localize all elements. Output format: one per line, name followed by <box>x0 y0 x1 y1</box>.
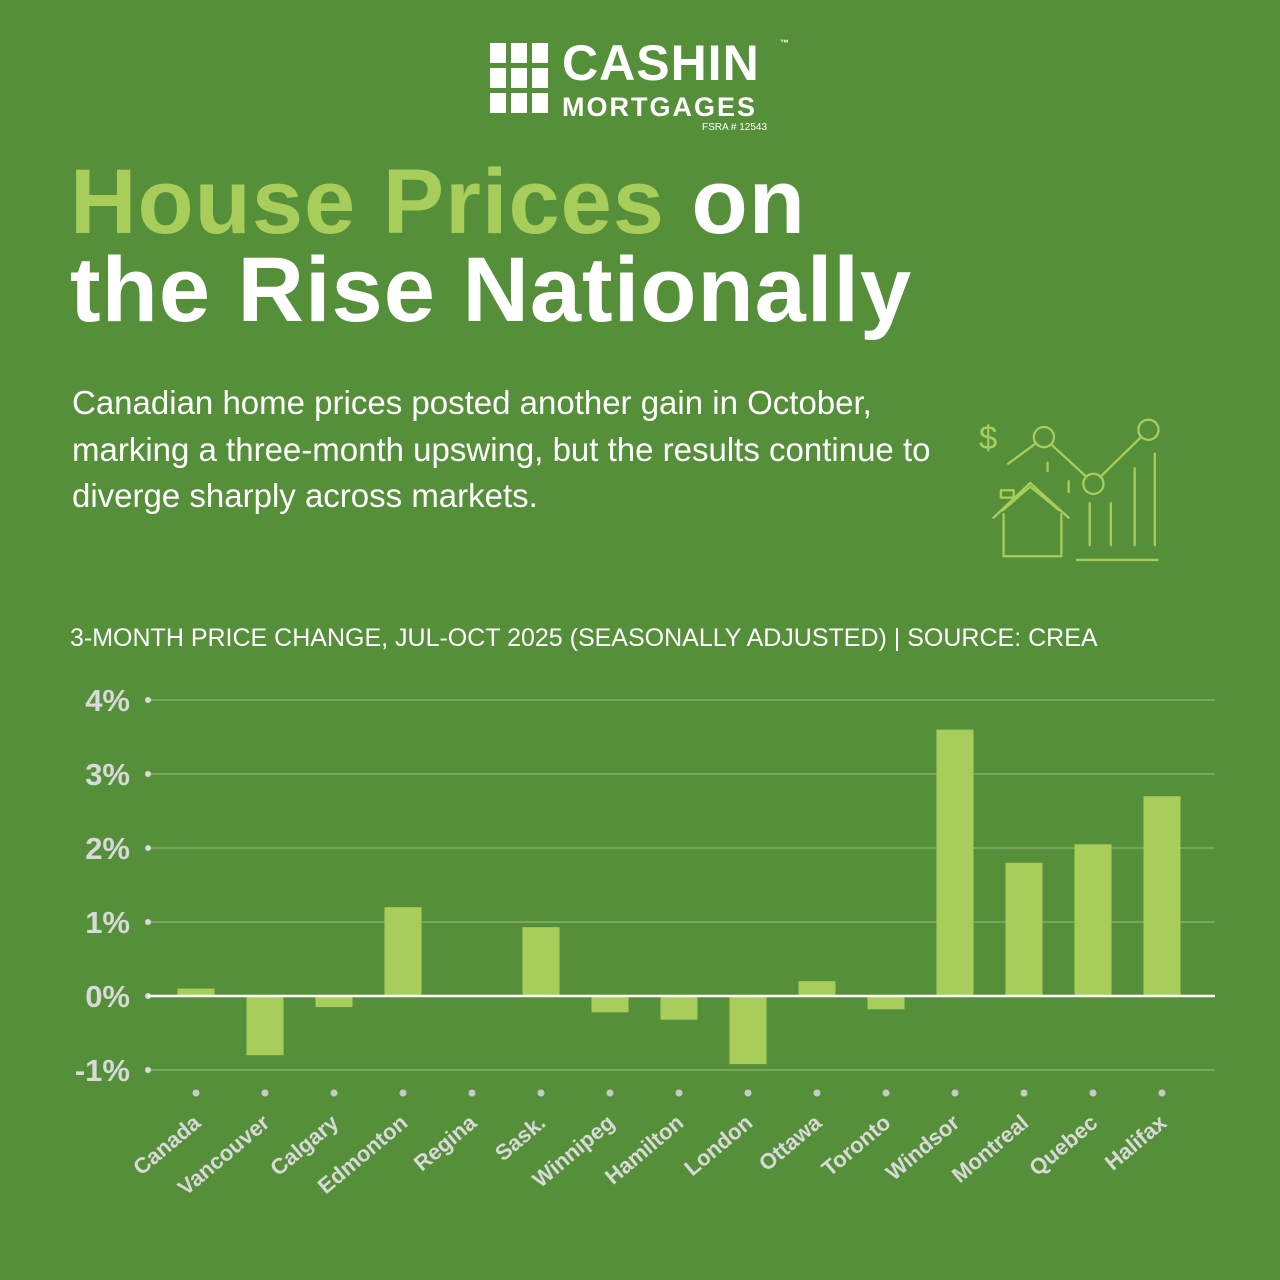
y-tick-label: -1% <box>75 1053 130 1088</box>
x-tick-label: Quebec <box>1024 1110 1102 1181</box>
y-tick-label: 2% <box>85 831 130 866</box>
logo-trademark: ™ <box>780 38 789 48</box>
y-tick-dot <box>145 919 151 925</box>
logo-grid-icon <box>490 43 552 115</box>
y-tick-dot <box>145 845 151 851</box>
logo-license: FSRA # 12543 <box>702 122 768 133</box>
bar-windsor <box>936 729 974 996</box>
x-tick-label: Sask. <box>490 1110 550 1166</box>
bar-halifax <box>1143 796 1181 996</box>
bar-winnipeg <box>591 996 629 1013</box>
x-tick-dot <box>744 1089 752 1097</box>
x-tick-dot <box>1158 1089 1166 1097</box>
x-tick-dot <box>813 1089 821 1097</box>
y-tick-label: 3% <box>85 757 130 792</box>
x-tick-dot <box>399 1089 407 1097</box>
x-tick-label: Montreal <box>947 1110 1033 1188</box>
x-tick-dot <box>882 1089 890 1097</box>
x-tick-dot <box>1020 1089 1028 1097</box>
y-tick-dot <box>145 1067 151 1073</box>
logo-name: CASHIN <box>562 35 760 91</box>
x-tick-label: Hamilton <box>600 1110 688 1190</box>
title-line2: the Rise Nationally <box>70 239 913 341</box>
title-highlight: House Prices <box>70 151 665 253</box>
bar-edmonton <box>384 907 422 996</box>
house-price-growth-icon: $ <box>979 418 1160 562</box>
bar-vancouver <box>246 996 284 1056</box>
x-tick-dot <box>261 1089 269 1097</box>
description: Canadian home prices posted another gain… <box>72 384 931 514</box>
x-tick-dot <box>537 1089 545 1097</box>
title-rest: on <box>664 151 806 253</box>
x-tick-label: Halifax <box>1100 1109 1172 1175</box>
chart-title: 3-Month Price Change, Jul-Oct 2025 (Seas… <box>70 624 1098 652</box>
x-tick-label: London <box>679 1110 757 1181</box>
bar-canada <box>177 988 215 996</box>
bar-sask <box>522 927 560 996</box>
x-tick-dot <box>675 1089 683 1097</box>
bar-calgary <box>315 996 353 1008</box>
y-tick-label: 0% <box>85 979 130 1014</box>
page-title: House Prices on the Rise Nationally <box>70 156 912 336</box>
bar-montreal <box>1005 862 1043 996</box>
bar-ottawa <box>798 981 836 996</box>
y-tick-dot <box>145 771 151 777</box>
bar-quebec <box>1074 844 1112 996</box>
x-tick-dot <box>1089 1089 1097 1097</box>
x-tick-dot <box>330 1089 338 1097</box>
x-tick-label: Ottawa <box>754 1109 827 1176</box>
logo: CASHIN ™ MORTGAGES FSRA # 12543 <box>490 35 790 135</box>
y-tick-dot <box>145 697 151 703</box>
x-tick-dot <box>606 1089 614 1097</box>
bar-london <box>729 996 767 1065</box>
y-tick-label: 1% <box>85 905 130 940</box>
x-tick-dot <box>468 1089 476 1097</box>
y-tick-label: 4% <box>85 683 130 718</box>
x-tick-dot <box>951 1089 959 1097</box>
x-tick-label: Regina <box>409 1109 482 1176</box>
svg-text:$: $ <box>979 419 997 456</box>
logo-subtitle: MORTGAGES <box>562 92 758 122</box>
x-tick-dot <box>192 1089 200 1097</box>
bar-toronto <box>867 996 905 1010</box>
bar-hamilton <box>660 996 698 1020</box>
